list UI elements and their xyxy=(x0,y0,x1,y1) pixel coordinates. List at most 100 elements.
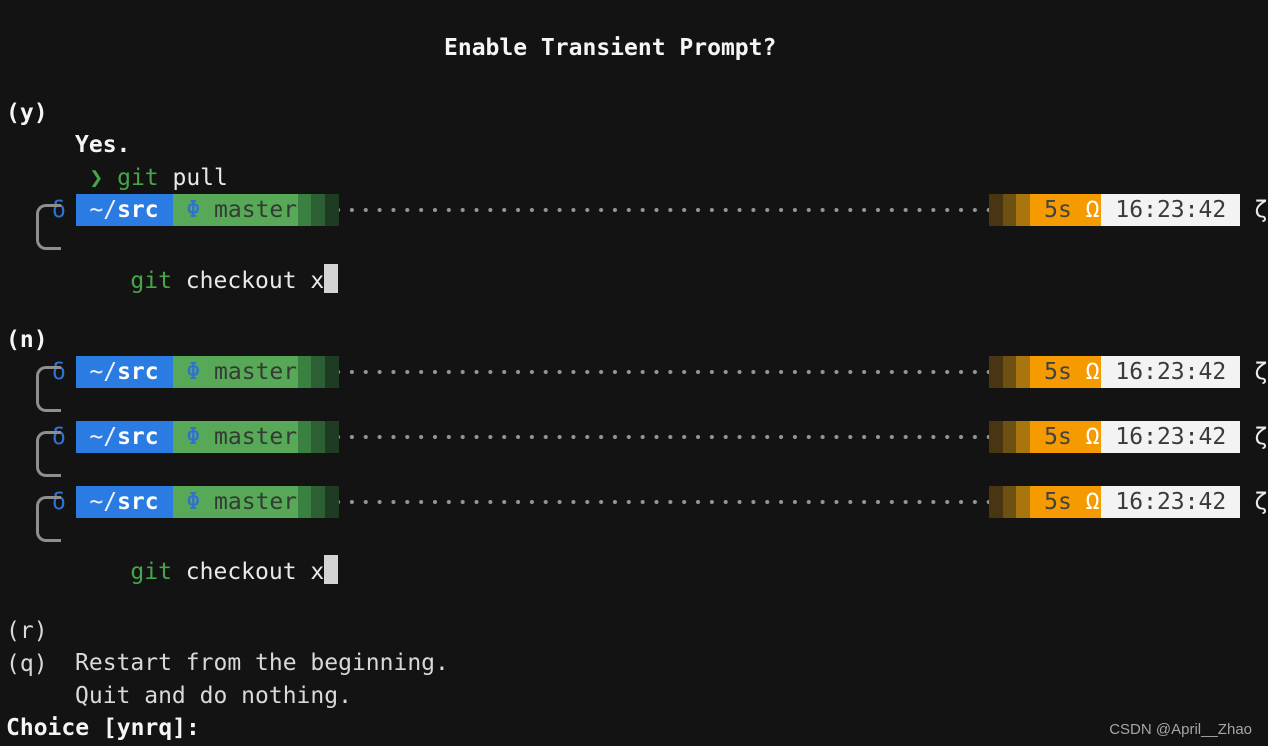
time-segment: 16:23:42 xyxy=(1101,421,1241,453)
prompt-frame xyxy=(36,204,61,250)
dir-prefix: ~/ xyxy=(89,197,118,223)
prompt-frame xyxy=(36,431,61,477)
orange-fade-block xyxy=(988,486,1003,518)
orange-fade-block xyxy=(1002,421,1017,453)
green-fade-block xyxy=(311,421,326,453)
orange-fade-block xyxy=(1002,356,1017,388)
prompt-frame xyxy=(36,496,61,542)
choice-row: Choice [ynrq]: _ xyxy=(0,680,1268,741)
dotted-filler xyxy=(339,486,989,518)
shell-icon: ζ xyxy=(1254,489,1268,515)
command-args: checkout x xyxy=(185,268,325,294)
green-fade-block xyxy=(297,486,312,518)
typed-command-pull: ❯ git pull xyxy=(0,130,1268,191)
command-program: git xyxy=(130,559,172,585)
dotted-filler xyxy=(339,356,989,388)
orange-fade-block xyxy=(1016,356,1031,388)
prompt-command-checkout: git checkout x xyxy=(0,518,1268,585)
prompt-command-branch: gitbranch x xyxy=(0,454,1268,515)
dir-name: src xyxy=(117,489,159,515)
green-fade-block xyxy=(311,194,326,226)
option-yes-key: (y) xyxy=(6,100,48,126)
jobs-icon: Ω xyxy=(1085,424,1100,450)
time-segment: 16:23:42 xyxy=(1101,194,1241,226)
option-no-key: (n) xyxy=(6,327,48,353)
dir-prefix: ~/ xyxy=(89,424,118,450)
option-yes-label: Yes. xyxy=(75,132,131,158)
orange-fade-block xyxy=(988,194,1003,226)
orange-fade-block xyxy=(1016,486,1031,518)
watermark: CSDN @April__Zhao xyxy=(1109,721,1252,738)
time-segment: 16:23:42 xyxy=(1101,486,1241,518)
branch-name: master xyxy=(214,424,298,450)
dir-prefix: ~/ xyxy=(89,359,118,385)
duration-segment: 5s Ω xyxy=(1030,421,1102,453)
prompt-arrow-icon: ❯ xyxy=(89,165,104,191)
shell-icon: ζ xyxy=(1254,424,1268,450)
green-fade-block xyxy=(297,421,312,453)
shell-icon: ζ xyxy=(1254,359,1268,385)
green-fade-block xyxy=(325,421,340,453)
command-program: git xyxy=(130,268,172,294)
prompt-command-checkout: git checkout x xyxy=(0,227,1268,294)
orange-fade-block xyxy=(988,421,1003,453)
green-fade-block xyxy=(297,194,312,226)
option-yes: (y) Yes. xyxy=(0,65,1268,158)
dir-segment: ~/src xyxy=(75,356,173,388)
dir-segment: ~/src xyxy=(75,194,173,226)
green-fade-block xyxy=(325,356,340,388)
dir-segment: ~/src xyxy=(75,486,173,518)
branch-name: master xyxy=(214,359,298,385)
orange-fade-block xyxy=(1002,194,1017,226)
typed-command-branch: ❯gitbranch x xyxy=(0,162,1268,223)
dotted-filler xyxy=(339,194,989,226)
jobs-icon: Ω xyxy=(1085,197,1100,223)
command-program: git xyxy=(117,165,159,191)
block-cursor[interactable] xyxy=(324,264,339,293)
option-quit: (q) Quit and do nothing. xyxy=(0,616,1268,709)
dotted-filler xyxy=(339,421,989,453)
option-restart: (r) Restart from the beginning. xyxy=(0,583,1268,676)
green-fade-block xyxy=(297,356,312,388)
green-fade-block xyxy=(325,486,340,518)
block-cursor[interactable] xyxy=(324,555,339,584)
time-segment: 16:23:42 xyxy=(1101,356,1241,388)
duration-value: 5s xyxy=(1044,197,1072,223)
duration-segment: 5s Ω xyxy=(1030,356,1102,388)
dir-name: src xyxy=(117,197,159,223)
orange-fade-block xyxy=(988,356,1003,388)
jobs-icon: Ω xyxy=(1085,489,1100,515)
orange-fade-block xyxy=(1002,486,1017,518)
option-quit-label: Quit and do nothing. xyxy=(75,683,352,709)
branch-name: master xyxy=(214,197,298,223)
branch-icon: Φ xyxy=(186,489,201,515)
page-title: Enable Transient Prompt? xyxy=(444,35,777,61)
command-args: checkout x xyxy=(185,559,325,585)
dir-name: src xyxy=(117,359,159,385)
branch-icon: Φ xyxy=(186,424,201,450)
green-fade-block xyxy=(325,194,340,226)
duration-segment: 5s Ω xyxy=(1030,486,1102,518)
green-fade-block xyxy=(311,356,326,388)
dir-name: src xyxy=(117,424,159,450)
orange-fade-block xyxy=(1016,194,1031,226)
dir-prefix: ~/ xyxy=(89,489,118,515)
branch-name: master xyxy=(214,489,298,515)
command-args: pull xyxy=(172,165,228,191)
option-restart-key: (r) xyxy=(6,618,48,644)
option-restart-label: Restart from the beginning. xyxy=(75,650,449,676)
duration-value: 5s xyxy=(1044,359,1072,385)
prompt-frame xyxy=(36,366,61,412)
option-quit-key: (q) xyxy=(6,651,48,677)
dir-segment: ~/src xyxy=(75,421,173,453)
duration-value: 5s xyxy=(1044,424,1072,450)
branch-icon: Φ xyxy=(186,197,201,223)
